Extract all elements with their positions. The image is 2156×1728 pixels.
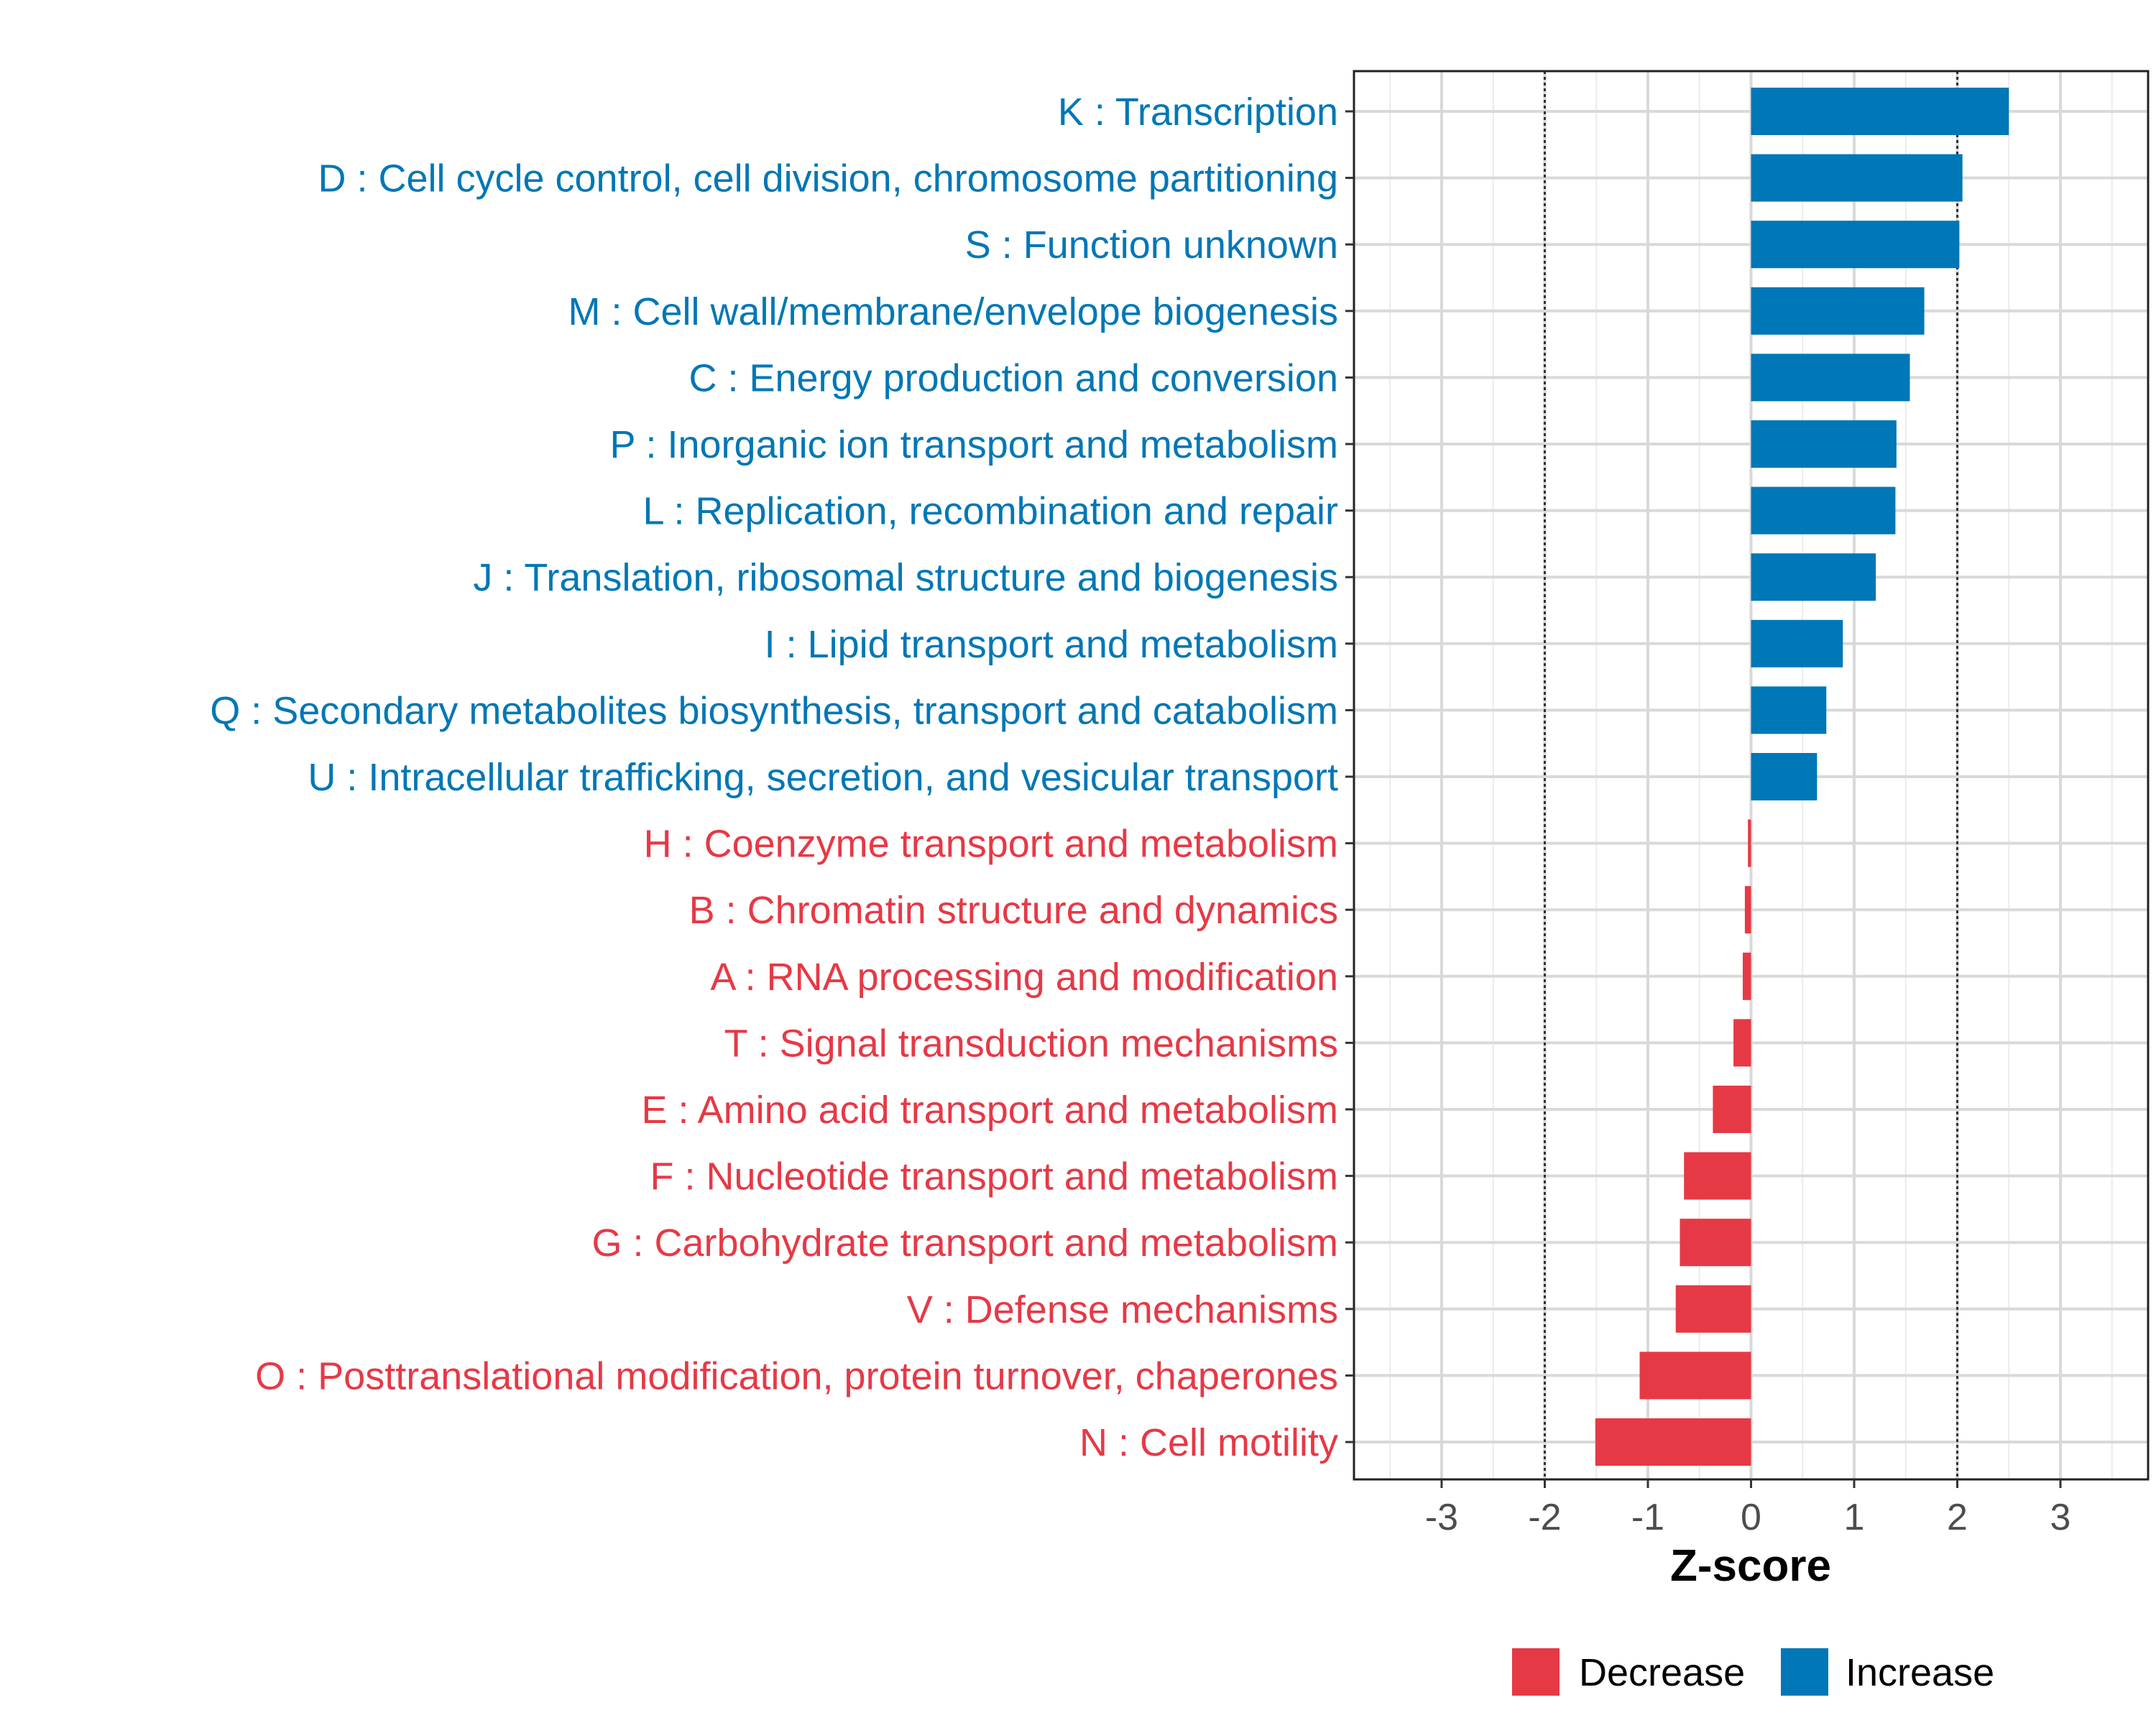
y-tick-label: L : Replication, recombination and repai… [642, 490, 1338, 533]
bar-g [1680, 1219, 1751, 1267]
y-tick-label: U : Intracellular trafficking, secretion… [308, 756, 1338, 799]
y-tick-label: N : Cell motility [1079, 1421, 1338, 1464]
legend-label-decrease: Decrease [1579, 1651, 1745, 1694]
y-tick-label: P : Inorganic ion transport and metaboli… [609, 423, 1338, 466]
y-tick-label: V : Defense mechanisms [907, 1288, 1338, 1331]
x-tick-label: 3 [2050, 1497, 2071, 1538]
bar-b [1744, 886, 1751, 934]
y-tick-label: E : Amino acid transport and metabolism [642, 1089, 1338, 1132]
bar-n [1595, 1418, 1751, 1466]
bar-h [1748, 819, 1751, 867]
bar-u [1751, 753, 1818, 800]
y-tick-label: S : Function unknown [965, 223, 1338, 267]
bar-o [1639, 1352, 1751, 1400]
x-tick-label: -2 [1528, 1497, 1561, 1538]
y-tick-label: Q : Secondary metabolites biosynthesis, … [210, 689, 1338, 732]
y-tick-label: O : Posttranslational modification, prot… [255, 1354, 1338, 1397]
y-tick-label: B : Chromatin structure and dynamics [689, 889, 1338, 932]
x-tick-label: -3 [1425, 1497, 1458, 1538]
y-tick-label: T : Signal transduction mechanisms [724, 1022, 1338, 1065]
bar-t [1733, 1019, 1751, 1067]
reference-lines [1543, 71, 1959, 1479]
bar-s [1751, 221, 1960, 269]
bar-m [1751, 287, 1925, 335]
bar-j [1751, 553, 1876, 601]
bar-p [1751, 420, 1897, 468]
y-tick-label: F : Nucleotide transport and metabolism [650, 1155, 1338, 1198]
x-axis-title: Z-score [1670, 1541, 1831, 1591]
bar-q [1751, 686, 1827, 734]
y-tick-label: G : Carbohydrate transport and metabolis… [592, 1221, 1339, 1265]
y-tick-label: H : Coenzyme transport and metabolism [644, 823, 1338, 866]
bar-i [1751, 619, 1843, 667]
bar-c [1751, 354, 1910, 402]
bar-a [1743, 952, 1751, 1000]
bar-f [1684, 1152, 1751, 1200]
x-axis: -3 -2 -1 0 1 2 3 [1425, 1479, 2071, 1538]
legend-swatch-decrease [1512, 1648, 1560, 1696]
bar-e [1713, 1086, 1751, 1133]
y-tick-label: I : Lipid transport and metabolism [765, 623, 1338, 666]
bar-v [1675, 1285, 1751, 1333]
bar-d [1751, 154, 1963, 202]
bar-k [1751, 88, 2009, 135]
y-tick-label: M : Cell wall/membrane/envelope biogenes… [568, 290, 1338, 333]
legend-swatch-increase [1781, 1648, 1828, 1696]
x-tick-label: 0 [1741, 1497, 1761, 1538]
y-tick-label: C : Energy production and conversion [688, 356, 1338, 399]
x-tick-label: 2 [1947, 1497, 1968, 1538]
y-tick-label: J : Translation, ribosomal structure and… [473, 556, 1338, 599]
bars [1595, 88, 2009, 1466]
legend-label-increase: Increase [1846, 1651, 1994, 1694]
legend: Decrease Increase [1512, 1648, 1994, 1696]
bar-l [1751, 486, 1896, 535]
y-tick-label: K : Transcription [1058, 91, 1338, 134]
x-tick-label: 1 [1844, 1497, 1865, 1538]
y-tick-label: D : Cell cycle control, cell division, c… [318, 157, 1338, 200]
x-tick-label: -1 [1631, 1497, 1664, 1538]
y-axis: K : Transcription D : Cell cycle control,… [210, 91, 1354, 1464]
y-tick-label: A : RNA processing and modification [711, 956, 1338, 999]
